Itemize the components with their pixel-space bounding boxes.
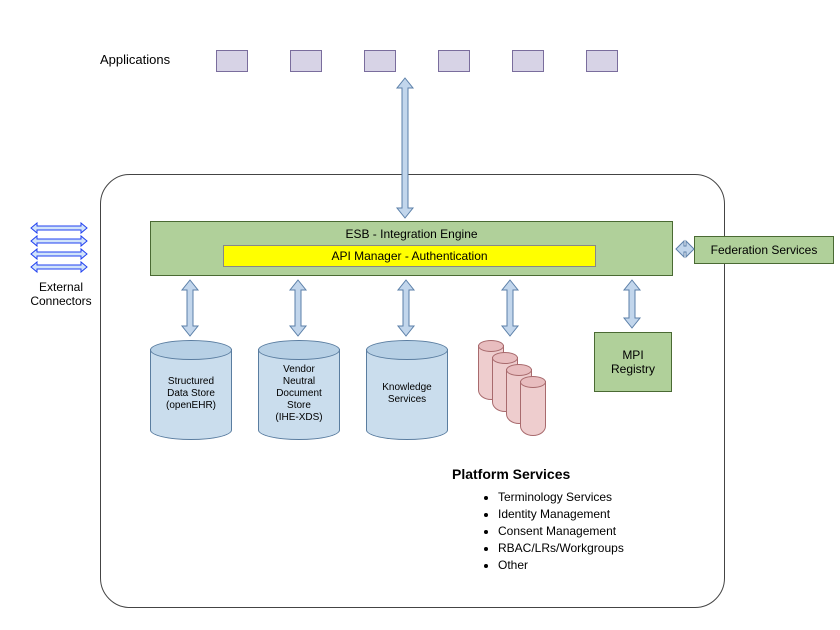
arrow-apps-to-esb: [395, 78, 415, 218]
arrow-esb-to-knowledge: [396, 280, 416, 336]
arrow-esb-to-federation: [676, 239, 694, 259]
app-box-6: [586, 50, 618, 72]
mpi-label: MPIRegistry: [611, 348, 655, 376]
platform-item: Other: [498, 558, 624, 572]
federation-label: Federation Services: [711, 243, 818, 257]
external-connectors-label: ExternalConnectors: [22, 280, 100, 308]
external-connectors-icon: [28, 222, 90, 274]
federation-box: Federation Services: [694, 236, 834, 264]
vendor-neutral-store-cylinder: Vendor Neutral Document Store (IHE-XDS): [258, 340, 340, 440]
pink-cylinder-4: [520, 376, 546, 436]
platform-services-header: Platform Services: [452, 466, 570, 482]
api-box: API Manager - Authentication: [223, 245, 596, 267]
api-label: API Manager - Authentication: [331, 249, 487, 263]
mpi-box: MPIRegistry: [594, 332, 672, 392]
arrow-esb-to-mpi: [622, 280, 642, 328]
platform-services-list: Terminology Services Identity Management C…: [470, 490, 624, 575]
app-box-2: [290, 50, 322, 72]
app-box-5: [512, 50, 544, 72]
platform-item: Consent Management: [498, 524, 624, 538]
arrow-esb-to-pink: [500, 280, 520, 336]
app-box-3: [364, 50, 396, 72]
app-box-4: [438, 50, 470, 72]
arrow-esb-to-structured: [180, 280, 200, 336]
esb-label: ESB - Integration Engine: [345, 227, 477, 241]
platform-item: RBAC/LRs/Workgroups: [498, 541, 624, 555]
structured-data-store-cylinder: Structured Data Store (openEHR): [150, 340, 232, 440]
platform-item: Identity Management: [498, 507, 624, 521]
arrow-esb-to-vendor: [288, 280, 308, 336]
platform-item: Terminology Services: [498, 490, 624, 504]
app-box-1: [216, 50, 248, 72]
applications-label: Applications: [100, 52, 170, 67]
knowledge-services-cylinder: Knowledge Services: [366, 340, 448, 440]
